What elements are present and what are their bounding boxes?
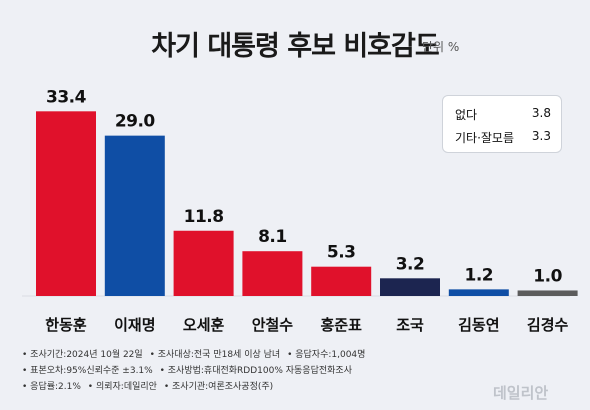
bar-value-label-6: 1.2 — [464, 265, 493, 285]
bar-3 — [242, 251, 303, 296]
chart-title-wrap: 차기 대통령 후보 비호감도 — [0, 24, 590, 63]
category-label-7: 김경수 — [527, 316, 569, 334]
notes-line-3: • 응답률:2.1% • 의뢰자:데일리안 • 조사기관:여론조사공정(주) — [22, 379, 369, 395]
bar-7 — [517, 290, 578, 296]
note-agency: • 조사기관:여론조사공정(주) — [163, 382, 274, 392]
survey-notes: • 조사기간:2024년 10월 22일 • 조사대상:전국 만18세 이상 남… — [22, 347, 369, 395]
others-box: 없다 3.8 기타·잘모름 3.3 — [442, 95, 562, 153]
notes-line-2: • 표본오차:95%신뢰수준 ±3.1% • 조사방법:휴대전화RDD100% … — [22, 363, 369, 379]
publisher-logo: 데일리안 — [493, 384, 549, 402]
category-label-1: 이재명 — [114, 316, 155, 334]
others-row-etc: 기타·잘모름 3.3 — [455, 129, 551, 146]
others-label-none: 없다 — [455, 108, 478, 122]
note-respondents: • 응답자수:1,004명 — [287, 350, 366, 360]
bar-4 — [311, 266, 372, 296]
bar-value-label-0: 33.4 — [46, 87, 87, 107]
note-period: • 조사기간:2024년 10월 22일 — [22, 350, 143, 360]
category-label-3: 안철수 — [252, 316, 294, 334]
category-label-5: 조국 — [396, 316, 424, 334]
note-target: • 조사대상:전국 만18세 이상 남녀 — [149, 350, 281, 360]
bar-value-label-1: 29.0 — [115, 112, 156, 132]
others-label-etc: 기타·잘모름 — [455, 131, 515, 145]
bar-value-label-3: 8.1 — [258, 227, 287, 247]
note-method: • 조사방법:휴대전화RDD100% 자동응답전화조사 — [159, 366, 352, 376]
category-label-4: 홍준표 — [320, 316, 362, 334]
bar-value-label-5: 3.2 — [396, 254, 425, 274]
category-label-2: 오세훈 — [183, 316, 225, 334]
bar-6 — [448, 289, 509, 296]
bar-value-label-4: 5.3 — [327, 243, 356, 263]
others-value-none: 3.8 — [531, 106, 551, 120]
bar-0 — [36, 111, 96, 296]
others-value-etc: 3.3 — [531, 129, 551, 143]
category-label-0: 한동훈 — [45, 316, 87, 334]
bar-value-label-7: 1.0 — [533, 266, 562, 286]
bar-2 — [173, 230, 234, 296]
unit-label: 단위 % — [422, 40, 460, 54]
bar-1 — [104, 135, 165, 296]
others-row-none: 없다 3.8 — [455, 106, 551, 123]
chart-title: 차기 대통령 후보 비호감도 — [151, 31, 439, 62]
note-response-rate: • 응답률:2.1% — [22, 382, 81, 392]
note-error: • 표본오차:95%신뢰수준 ±3.1% — [22, 366, 153, 376]
bar-value-label-2: 11.8 — [184, 207, 224, 227]
note-client: • 의뢰자:데일리안 — [87, 382, 157, 392]
category-label-6: 김동연 — [458, 316, 499, 334]
notes-line-1: • 조사기간:2024년 10월 22일 • 조사대상:전국 만18세 이상 남… — [22, 347, 369, 363]
bar-5 — [380, 278, 440, 296]
